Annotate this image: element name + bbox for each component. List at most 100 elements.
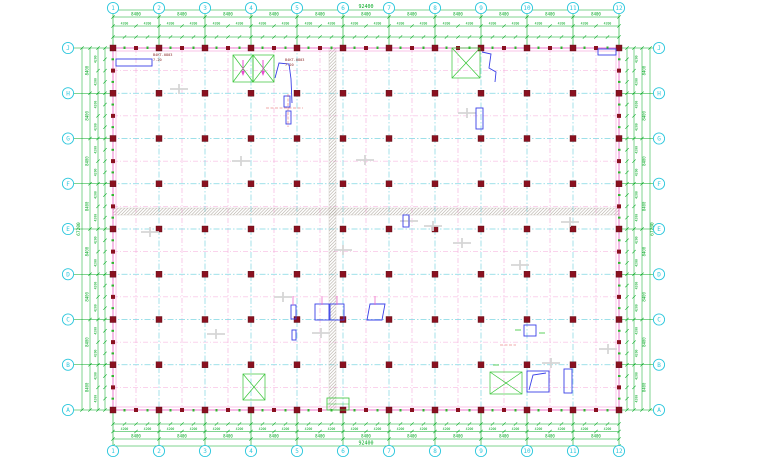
dimension-tick xyxy=(249,422,253,426)
dimension-tick xyxy=(625,181,629,186)
dimension-tick xyxy=(625,136,629,141)
dimension-tick xyxy=(632,294,636,299)
wall-tie-mark xyxy=(307,46,310,49)
column xyxy=(431,44,439,52)
dimension-tick xyxy=(103,215,107,220)
axis-top-8-bubble xyxy=(428,1,442,15)
dimension-tick xyxy=(103,317,107,322)
wall-tie-mark xyxy=(560,46,563,49)
dimension-tick xyxy=(387,437,391,441)
construction-cross xyxy=(334,245,352,255)
dimension-tick xyxy=(249,437,253,441)
dimension-tick xyxy=(479,422,483,426)
half-bay-dimension: 4200 xyxy=(121,22,129,26)
wall-tie-mark xyxy=(514,46,517,49)
dimension-tick xyxy=(625,91,629,96)
bay-dimension: 8400 xyxy=(642,337,647,347)
half-bay-dimension: 4200 xyxy=(635,259,639,267)
dimension-tick xyxy=(96,91,100,96)
wall-column xyxy=(111,204,115,209)
column xyxy=(293,271,301,278)
axis-bottom-5-label: 5 xyxy=(295,448,299,455)
half-bay-dimension: 4200 xyxy=(512,427,520,431)
dimension-tick xyxy=(525,15,529,19)
wall-column xyxy=(180,46,184,50)
axis-bottom-11-bubble xyxy=(566,444,580,458)
half-bay-dimension: 4200 xyxy=(282,427,290,431)
dimension-tick xyxy=(96,113,100,118)
wall-tie-mark xyxy=(192,409,195,412)
detail-callout-rect xyxy=(285,110,292,125)
half-bay-dimension: 4200 xyxy=(94,349,98,357)
half-bay-dimension: 4200 xyxy=(190,22,198,26)
axis-bottom-6-label: 6 xyxy=(341,448,345,455)
dimension-tick xyxy=(398,35,403,39)
axis-top-11-label: 11 xyxy=(569,5,577,12)
half-bay-dimension: 4200 xyxy=(282,22,290,26)
dimension-tick xyxy=(433,422,437,426)
bay-dimension: 8400 xyxy=(499,434,509,439)
axis-top-11-bubble xyxy=(566,1,580,15)
dimension-tick xyxy=(625,227,629,231)
wall-column xyxy=(594,408,598,412)
dimension-tick xyxy=(157,422,161,426)
column xyxy=(155,361,163,368)
wall-tie-mark xyxy=(123,409,126,412)
dimension-tick xyxy=(103,79,107,84)
dimension-tick xyxy=(96,408,100,412)
dimension-tick xyxy=(632,385,636,390)
dimension-tick xyxy=(410,422,414,426)
axis-left-B-label: B xyxy=(66,362,70,369)
wall-column xyxy=(410,46,414,50)
dimension-tick xyxy=(625,79,629,84)
dimension-tick xyxy=(203,429,207,434)
axis-left-A-bubble xyxy=(61,403,75,417)
wall-tie-mark xyxy=(618,284,621,287)
axis-bottom-5-bubble xyxy=(290,444,304,458)
column xyxy=(247,271,255,278)
bay-dimension: 8400 xyxy=(642,156,647,166)
column xyxy=(155,180,163,187)
half-bay-dimension: 4200 xyxy=(466,22,474,26)
dimension-tick xyxy=(111,437,115,441)
half-bay-dimension: 4200 xyxy=(94,304,98,312)
dimension-tick xyxy=(203,437,207,441)
dimension-tick xyxy=(134,429,138,434)
dimension-tick xyxy=(226,422,230,426)
dimension-tick xyxy=(364,429,368,434)
dimension-tick xyxy=(103,181,107,186)
dimension-tick xyxy=(640,181,644,186)
wall-column xyxy=(111,385,115,390)
half-bay-dimension: 4200 xyxy=(635,101,639,109)
dimension-tick xyxy=(168,35,173,39)
section-cut-curve xyxy=(481,51,497,83)
bay-dimension: 8400 xyxy=(361,434,371,439)
wall-column xyxy=(111,249,115,254)
dimension-tick xyxy=(103,227,107,231)
dimension-tick xyxy=(387,35,391,39)
dimension-tick xyxy=(103,396,107,401)
wall-tie-mark xyxy=(111,171,114,174)
half-bay-dimension: 4200 xyxy=(328,22,336,26)
axis-bottom-7-label: 7 xyxy=(387,448,391,455)
dimension-tick xyxy=(559,422,564,426)
dimension-tick xyxy=(582,35,587,39)
dimension-tick xyxy=(594,429,598,434)
dimension-tick xyxy=(103,328,107,333)
wall-tie-mark xyxy=(445,46,448,49)
dimension-tick xyxy=(103,204,107,209)
column xyxy=(477,361,485,368)
column xyxy=(431,406,439,414)
dimension-tick xyxy=(479,429,483,434)
half-bay-dimension: 4200 xyxy=(635,282,639,290)
wall-tie-mark xyxy=(422,409,425,412)
axis-bottom-12-bubble xyxy=(612,444,626,458)
half-bay-dimension: 4200 xyxy=(489,427,497,431)
wall-column xyxy=(617,249,621,254)
stair-outline xyxy=(451,47,481,79)
dimension-tick xyxy=(632,362,636,367)
dimension-tick xyxy=(318,422,322,426)
dimension-tick xyxy=(122,422,127,426)
half-bay-dimension: 4200 xyxy=(94,327,98,335)
wall-tie-mark xyxy=(583,409,586,412)
